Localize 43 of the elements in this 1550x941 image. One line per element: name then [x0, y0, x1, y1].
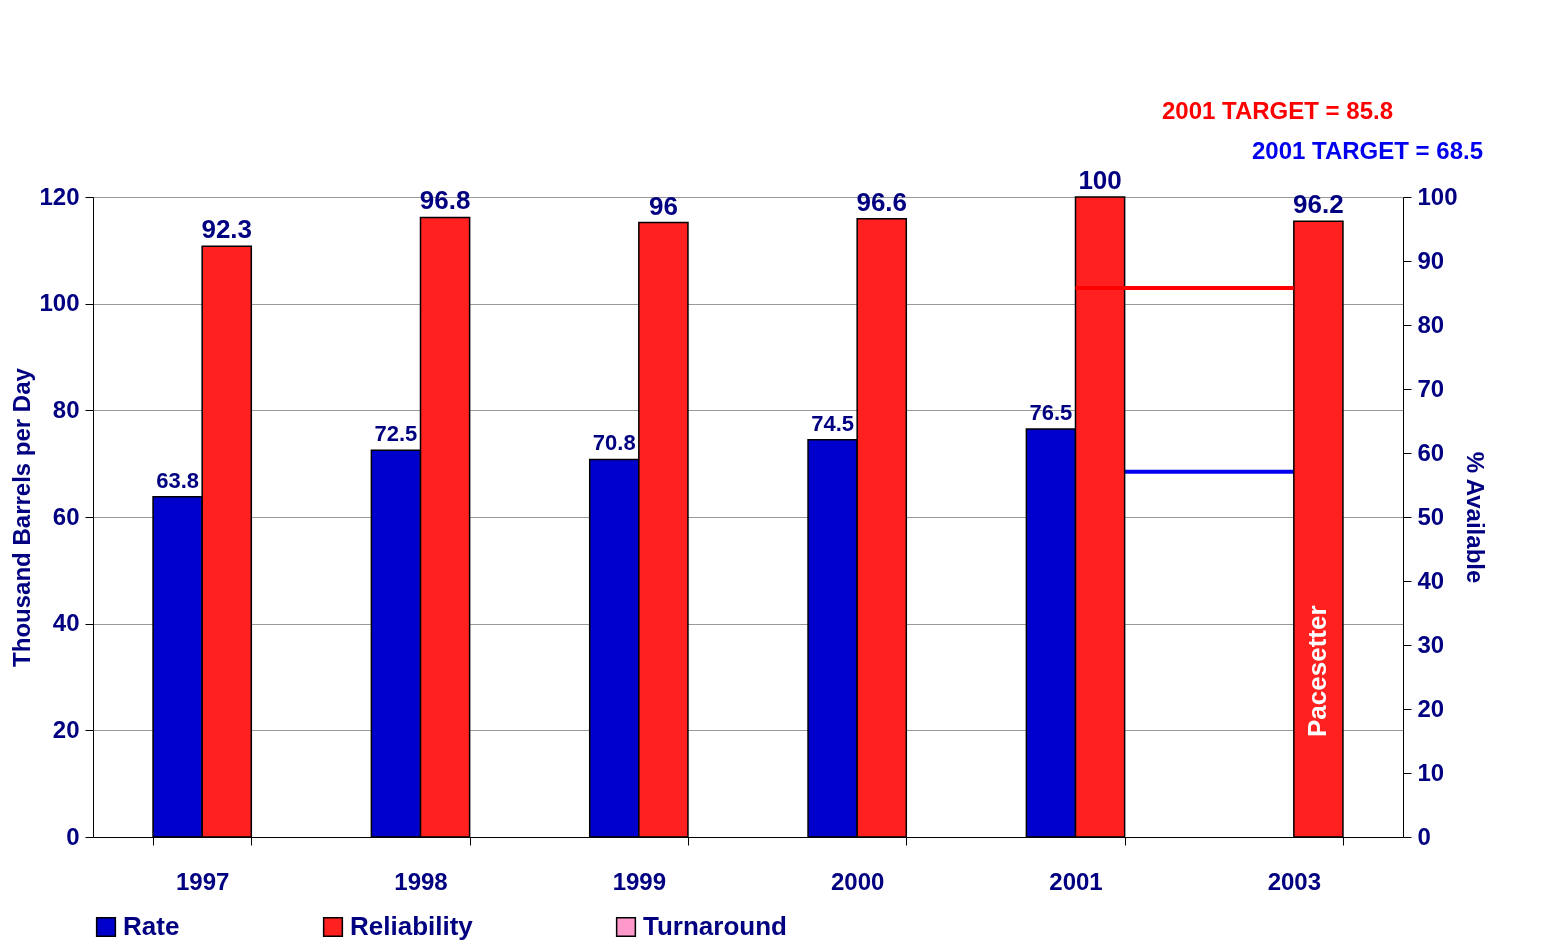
data-label: 96.6 [856, 186, 908, 217]
data-label: 63.8 [156, 467, 200, 493]
x-tick-label: 2001 [1049, 867, 1103, 895]
ref-line-label: 2001 TARGET = 85.8 [1162, 97, 1393, 124]
y-tick-label: 120 [39, 182, 80, 210]
annotation: Pacesetter [1302, 605, 1333, 737]
data-label: 70.8 [592, 430, 636, 456]
data-label: 76.5 [1029, 400, 1073, 425]
data-label: 96.8 [419, 185, 471, 216]
ref-line-label: 2001 TARGET = 68.5 [1252, 137, 1483, 164]
y2-tick-label: 80 [1417, 310, 1445, 338]
y-tick-label: 80 [52, 395, 80, 423]
data-label: 96.2 [1293, 189, 1344, 220]
data-label: 72.5 [374, 421, 418, 447]
y2-tick-label: 70 [1417, 374, 1445, 402]
data-label: 74.5 [811, 410, 855, 436]
y-tick-label: 60 [52, 502, 80, 530]
x-tick-label: 1998 [394, 867, 448, 895]
data-label: 92.3 [201, 214, 253, 245]
data-label: 96 [648, 190, 678, 221]
y-tick-label: 100 [39, 289, 80, 317]
x-tick-label: 2000 [830, 867, 885, 895]
y-tick-label: 20 [52, 715, 80, 743]
y-tick-label: 40 [52, 609, 80, 637]
x-tick-label: 2003 [1267, 867, 1322, 895]
x-tick-label: 1997 [175, 867, 230, 895]
y2-tick-label: 60 [1417, 438, 1445, 466]
data-label: 100 [1078, 165, 1122, 195]
legend-label: Rate [123, 911, 180, 941]
y2-tick-label: 20 [1417, 694, 1445, 722]
y2-tick-label: 40 [1417, 566, 1445, 594]
x-tick-label: 1999 [612, 867, 667, 895]
y2-tick-label: 90 [1417, 246, 1445, 274]
y-tick-label: 0 [66, 822, 80, 850]
y2-tick-label: 50 [1417, 502, 1445, 530]
legend-label: Turnaround [643, 911, 787, 941]
y2-tick-label: 0 [1417, 822, 1431, 850]
y2-tick-label: 30 [1417, 630, 1445, 658]
y2-tick-label: 100 [1417, 182, 1458, 210]
y-axis-title: Thousand Barrels per Day [8, 367, 36, 667]
y2-tick-label: 10 [1417, 758, 1445, 786]
y2-axis-title: % Available [1461, 451, 1489, 584]
legend-label: Reliability [350, 911, 474, 941]
